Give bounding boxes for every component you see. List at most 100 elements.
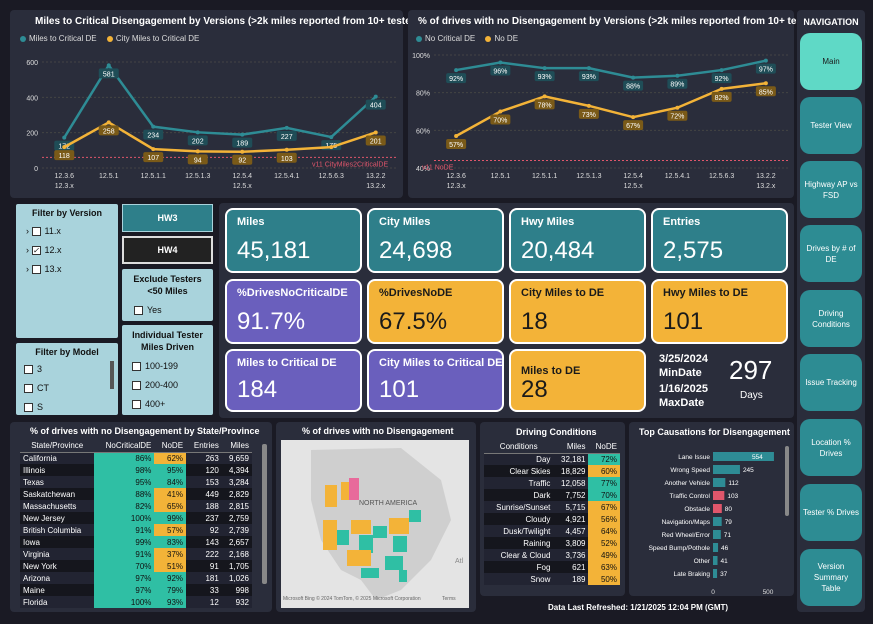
table-row[interactable]: New York 70% 51% 91 1,705 bbox=[20, 560, 252, 572]
table-row[interactable]: Sunrise/Sunset 5,715 67% bbox=[484, 501, 620, 513]
state-table-scrollbar[interactable] bbox=[262, 444, 267, 584]
table-row[interactable]: Maine 97% 79% 33 998 bbox=[20, 584, 252, 596]
data-label: 189 bbox=[236, 141, 248, 148]
table-cell: Iowa bbox=[20, 536, 95, 548]
version-11x[interactable]: › 11.x bbox=[26, 226, 61, 237]
data-label: 404 bbox=[370, 103, 382, 110]
table-row[interactable]: Raining 3,809 52% bbox=[484, 537, 620, 549]
bar-value-label: 103 bbox=[727, 493, 738, 500]
data-label: 78% bbox=[538, 102, 552, 109]
table-row[interactable]: Iowa 99% 83% 143 2,657 bbox=[20, 536, 252, 548]
state-col-header[interactable]: State/Province bbox=[20, 440, 95, 453]
table-row[interactable]: Saskatchewan 88% 41% 449 2,829 bbox=[20, 488, 252, 500]
bar bbox=[713, 465, 740, 474]
state-col-header[interactable]: NoCriticalDE bbox=[94, 440, 155, 453]
table-row[interactable]: Cloudy 4,921 56% bbox=[484, 513, 620, 525]
data-point bbox=[151, 147, 156, 152]
table-cell: 5,715 bbox=[553, 501, 589, 513]
table-row[interactable]: New Jersey 100% 99% 237 2,759 bbox=[20, 512, 252, 524]
table-cell: Sunrise/Sunset bbox=[484, 501, 554, 513]
nav-issue-tracking[interactable]: Issue Tracking bbox=[800, 354, 862, 411]
table-row[interactable]: Fog 621 63% bbox=[484, 561, 620, 573]
causations-scrollbar[interactable] bbox=[785, 446, 789, 516]
chart2-title: % of drives with no Disengagement by Ver… bbox=[418, 16, 824, 27]
hw4-button[interactable]: HW4 bbox=[122, 236, 213, 264]
bar-category-label: Speed Bump/Pothole bbox=[649, 545, 711, 552]
nav-main[interactable]: Main bbox=[800, 33, 862, 90]
map-terms[interactable]: Terms bbox=[442, 596, 456, 602]
days-value: 297 bbox=[729, 355, 773, 385]
table-cell: 222 bbox=[186, 548, 222, 560]
table-row[interactable]: Clear & Cloud 3,736 49% bbox=[484, 549, 620, 561]
bar bbox=[713, 452, 774, 461]
nav-tester-view[interactable]: Tester View bbox=[800, 97, 862, 154]
version-13x[interactable]: › 13.x bbox=[26, 264, 62, 275]
kpi-entries: Entries 2,575 bbox=[651, 208, 788, 273]
state-col-header[interactable]: Miles bbox=[221, 440, 252, 453]
state-col-header[interactable]: NoDE bbox=[154, 440, 187, 453]
hw3-button[interactable]: HW3 bbox=[122, 204, 213, 232]
conditions-col-header[interactable]: NoDE bbox=[588, 441, 620, 454]
table-row[interactable]: Clear Skies 18,829 60% bbox=[484, 465, 620, 477]
conditions-col-header[interactable]: Conditions bbox=[484, 441, 554, 454]
check-icon: ✓ bbox=[31, 246, 41, 256]
model-3[interactable]: 3 bbox=[24, 364, 42, 375]
table-cell: 91 bbox=[186, 560, 222, 572]
table-row[interactable]: Dusk/Twilight 4,457 64% bbox=[484, 525, 620, 537]
table-cell: Dark bbox=[484, 489, 554, 501]
exclude-yes[interactable]: Yes bbox=[134, 305, 162, 316]
nav-drives-by-de[interactable]: Drives by # of DE bbox=[800, 225, 862, 282]
nav-highway-ap-vs-fsd[interactable]: Highway AP vs FSD bbox=[800, 161, 862, 218]
nav-location-drives[interactable]: Location % Drives bbox=[800, 419, 862, 476]
table-row[interactable]: California 86% 62% 263 9,659 bbox=[20, 452, 252, 464]
data-label-box bbox=[490, 65, 511, 76]
table-cell: 91% bbox=[94, 524, 155, 536]
nav-version-summary[interactable]: Version Summary Table bbox=[800, 549, 862, 606]
range-200-400[interactable]: 200-400 bbox=[132, 380, 178, 391]
data-point bbox=[195, 130, 200, 135]
table-row[interactable]: Texas 95% 84% 153 3,284 bbox=[20, 476, 252, 488]
table-row[interactable]: Massachusetts 82% 65% 188 2,815 bbox=[20, 500, 252, 512]
table-row[interactable]: Florida 100% 93% 12 932 bbox=[20, 596, 252, 608]
table-cell: 2,657 bbox=[221, 536, 252, 548]
y-tick-label: 100% bbox=[412, 53, 430, 60]
range-400-plus[interactable]: 400+ bbox=[132, 399, 165, 410]
table-row[interactable]: Day 32,181 72% bbox=[484, 453, 620, 465]
state-col-header[interactable]: Entries bbox=[186, 440, 222, 453]
data-label-box bbox=[755, 86, 776, 97]
table-cell: California bbox=[20, 452, 95, 464]
bar-category-label: Obstacle bbox=[684, 506, 710, 513]
table-cell: 99% bbox=[94, 536, 155, 548]
range-100-199[interactable]: 100-199 bbox=[132, 361, 178, 372]
data-point bbox=[719, 68, 724, 73]
region-west2 bbox=[337, 530, 349, 545]
table-cell: 84% bbox=[154, 476, 187, 488]
table-row[interactable]: Snow 189 50% bbox=[484, 573, 620, 585]
table-row[interactable]: British Columbia 91% 57% 92 2,739 bbox=[20, 524, 252, 536]
model-s[interactable]: S bbox=[24, 402, 43, 413]
nav-tester-drives[interactable]: Tester % Drives bbox=[800, 484, 862, 541]
data-point bbox=[586, 66, 591, 71]
chart2-legend: No Critical DE No DE bbox=[416, 34, 526, 43]
conditions-col-header[interactable]: Miles bbox=[553, 441, 589, 454]
model-ct[interactable]: CT bbox=[24, 383, 49, 394]
table-cell: 189 bbox=[553, 573, 589, 585]
state-table-panel: % of drives with no Disengagement by Sta… bbox=[10, 422, 272, 612]
table-row[interactable]: Traffic 12,058 77% bbox=[484, 477, 620, 489]
table-cell: 57% bbox=[154, 524, 187, 536]
model-scrollbar[interactable] bbox=[110, 361, 114, 389]
nav-driving-conditions[interactable]: Driving Conditions bbox=[800, 290, 862, 347]
table-cell: 79% bbox=[154, 584, 187, 596]
table-cell: 41% bbox=[154, 488, 187, 500]
table-row[interactable]: Arizona 97% 92% 181 1,026 bbox=[20, 572, 252, 584]
data-point bbox=[151, 124, 156, 129]
version-12x[interactable]: › ✓ 12.x bbox=[26, 245, 62, 256]
table-row[interactable]: Illinois 98% 95% 120 4,394 bbox=[20, 464, 252, 476]
legend-no-critical: No Critical DE bbox=[416, 34, 475, 43]
table-row[interactable]: Dark 7,752 70% bbox=[484, 489, 620, 501]
table-cell: 2,168 bbox=[221, 548, 252, 560]
table-row[interactable]: Virginia 91% 37% 222 2,168 bbox=[20, 548, 252, 560]
table-cell: 9,659 bbox=[221, 452, 252, 464]
map-canvas[interactable]: NORTH AMERICA Atl Microsoft Bing © 2024 … bbox=[281, 440, 469, 608]
bar-value-label: 112 bbox=[728, 480, 739, 487]
